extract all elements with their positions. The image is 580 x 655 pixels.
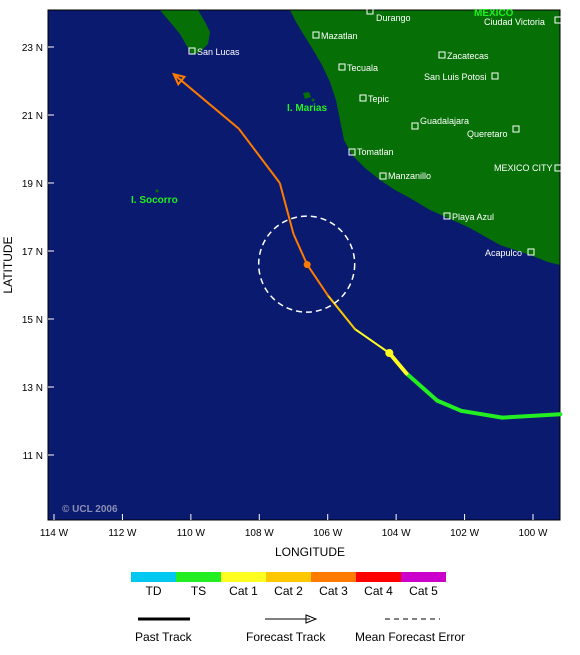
scale-swatch	[176, 572, 221, 582]
lon-tick-label: 102 W	[450, 528, 479, 539]
city-marker	[491, 72, 499, 80]
lat-tick-label: 13 N	[22, 383, 43, 394]
city-marker	[438, 51, 446, 59]
scale-swatch	[311, 572, 356, 582]
isla-socorro	[155, 189, 159, 193]
city-tepic: Tepic	[368, 94, 390, 104]
baja-peninsula	[160, 10, 210, 55]
legend-past-track: Past Track	[135, 630, 192, 644]
city-mexico-city: MEXICO CITY	[494, 163, 553, 173]
city-marker	[554, 164, 562, 172]
city-marker	[366, 7, 374, 15]
city-san-luis-potosi: San Luis Potosi	[424, 72, 487, 82]
past-track-segment	[354, 328, 391, 354]
city-marker	[359, 94, 367, 102]
lon-tick-label: 104 W	[382, 528, 411, 539]
x-axis-title: LONGITUDE	[275, 545, 345, 559]
city-manzanillo: Manzanillo	[388, 171, 431, 181]
past-track-segment	[459, 408, 505, 420]
forecast-track-segment	[278, 182, 295, 235]
city-tomatlan: Tomatlan	[357, 147, 394, 157]
hurricane-onset-dot	[385, 349, 394, 357]
island-socorro-label: I. Socorro	[131, 195, 178, 206]
lat-tick-label: 17 N	[22, 247, 43, 258]
city-ciudad-victoria: Ciudad Victoria	[484, 17, 545, 27]
lon-tick-label: 112 W	[108, 528, 137, 539]
past-track-segment	[306, 263, 329, 297]
city-marker	[527, 248, 535, 256]
region-mexico: MEXICO	[474, 8, 514, 19]
copyright-label: © UCL 2006	[62, 504, 118, 515]
legend-symbols	[138, 614, 440, 624]
lon-tick-label: 108 W	[245, 528, 274, 539]
scale-label: TS	[190, 584, 207, 598]
scale-label: Cat 2	[274, 584, 303, 598]
lat-tick-label: 23 N	[22, 43, 43, 54]
lat-tick-label: 15 N	[22, 315, 43, 326]
legend-mean-forecast-error: Mean Forecast Error	[355, 630, 466, 644]
city-guadalajara: Guadalajara	[420, 116, 469, 126]
lat-tick-label: 21 N	[22, 111, 43, 122]
lon-tick-label: 110 W	[177, 528, 206, 539]
forecast-track-segment	[292, 233, 309, 266]
scale-swatch	[401, 572, 446, 582]
island-marias-label: I. Marias	[287, 103, 327, 114]
lon-tick-label: 106 W	[313, 528, 342, 539]
past-track-segment	[435, 398, 464, 413]
intensity-color-scale	[131, 572, 446, 582]
forecast-track-segment	[237, 127, 281, 184]
scale-swatch	[131, 572, 176, 582]
scale-swatch	[221, 572, 266, 582]
islas-marias	[303, 92, 311, 99]
past-track-segment	[387, 351, 409, 376]
current-position-dot	[303, 261, 311, 269]
city-marker	[443, 212, 451, 220]
scale-label: Cat 4	[364, 584, 393, 598]
city-marker	[338, 63, 346, 71]
scale-label: TD	[145, 584, 162, 598]
past-track-segment	[326, 294, 357, 331]
lat-tick-label: 19 N	[22, 179, 43, 190]
city-marker	[379, 172, 387, 180]
legend: TD TS Cat 1 Cat 2 Cat 3 Cat 4 Cat 5 Past Track…	[0, 568, 580, 655]
map-frame	[47, 9, 561, 521]
city-tecuala: Tecuala	[347, 63, 378, 73]
y-axis-title: LATITUDE	[1, 236, 15, 293]
city-marker	[312, 31, 320, 39]
forecast-arrow-head	[171, 72, 187, 87]
lat-tick-label: 11 N	[23, 451, 43, 462]
city-durango: Durango	[376, 13, 411, 23]
scale-swatch	[356, 572, 401, 582]
lon-tick-label: 100 W	[519, 528, 548, 539]
past-track-segment	[404, 371, 440, 403]
mean-forecast-error-circle	[257, 215, 356, 313]
scale-label: Cat 1	[229, 584, 258, 598]
islas-marias-islet	[311, 98, 315, 102]
legend-forecast-track: Forecast Track	[246, 630, 326, 644]
city-queretaro: Queretaro	[467, 129, 508, 139]
city-marker	[512, 125, 520, 133]
city-zacatecas: Zacatecas	[447, 51, 489, 61]
city-marker	[411, 122, 419, 130]
lon-tick-label: 114 W	[40, 528, 69, 539]
city-playa-azul: Playa Azul	[452, 212, 494, 222]
city-marker	[554, 16, 562, 24]
scale-label: Cat 3	[319, 584, 348, 598]
forecast-arrow-icon	[305, 614, 318, 624]
scale-label: Cat 5	[409, 584, 438, 598]
city-san-lucas: San Lucas	[197, 47, 240, 57]
city-marker	[188, 47, 196, 55]
city-marker	[348, 148, 356, 156]
city-acapulco: Acapulco	[485, 248, 522, 258]
city-mazatlan: Mazatlan	[321, 31, 358, 41]
forecast-track-segment	[173, 73, 240, 130]
hurricane-track-map: 23 N 21 N 19 N 17 N 15 N 13 N 11 N 114 W 112 W 11…	[1, 7, 563, 559]
scale-swatch	[266, 572, 311, 582]
past-track-segment	[500, 412, 563, 420]
intensity-scale-labels: TD TS Cat 1 Cat 2 Cat 3 Cat 4 Cat 5	[131, 584, 446, 598]
